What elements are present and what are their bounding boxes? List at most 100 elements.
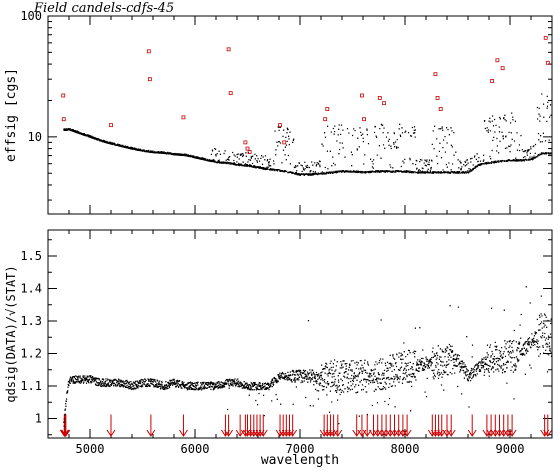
red-outlier-point [438, 107, 443, 111]
telluric-arrow [146, 414, 156, 437]
telluric-arrow [333, 414, 343, 437]
telluric-arrow [486, 414, 496, 437]
red-outlier-point [543, 35, 548, 40]
arrow-head [507, 429, 517, 437]
telluric-arrow [398, 414, 408, 437]
bottom-panel: 1 1.1 1.2 1.3 1.4 1.5 5000 6000 7000 8000 9000 qd… [4, 229, 553, 468]
telluric-arrow [390, 414, 399, 437]
telluric-arrow [543, 414, 553, 437]
telluric-arrows [59, 414, 553, 437]
bottom-plot-frame [47, 229, 553, 439]
chart-title: Field candels-cdfs-45 [33, 1, 174, 16]
arrow-head [258, 429, 268, 437]
arrow-head [442, 429, 452, 437]
arrow-head [499, 429, 509, 437]
top-plot-frame [47, 15, 553, 215]
red-outlier-point [362, 117, 366, 122]
arrow-head [490, 429, 500, 437]
red-outlier-point [245, 146, 250, 151]
y-tick-label: 1 [35, 412, 42, 426]
x-tick-label: 5000 [76, 442, 105, 456]
telluric-arrow [499, 414, 509, 437]
red-outlier-point [435, 96, 440, 100]
arrow-head [398, 429, 408, 437]
telluric-arrow [503, 414, 513, 437]
telluric-arrow [224, 414, 234, 437]
arrow-head [446, 429, 456, 437]
x-tick-label: 7000 [286, 442, 315, 456]
telluric-arrow [446, 414, 456, 437]
telluric-arrow [106, 414, 116, 437]
arrow-head [486, 429, 496, 437]
red-outlier-point [282, 140, 287, 145]
top-x-ticks [47, 16, 553, 214]
red-outlier-point [382, 101, 386, 106]
telluric-arrow [490, 414, 500, 437]
y-tick-label: 10 [28, 130, 42, 144]
bottom-data-points [63, 286, 553, 427]
red-outlier-point [500, 66, 505, 71]
y-tick-label: 1.2 [20, 347, 42, 361]
red-outlier-point [545, 60, 550, 65]
arrow-head [394, 429, 404, 437]
black-data-points [63, 93, 553, 177]
red-outlier-point [146, 49, 151, 54]
red-outlier-point [247, 150, 252, 154]
arrow-head [482, 429, 492, 437]
telluric-arrow [442, 414, 452, 437]
red-outlier-point [181, 115, 186, 120]
y-tick-label: 100 [20, 9, 42, 23]
telluric-arrow [369, 414, 378, 437]
red-outlier-point [490, 79, 495, 83]
telluric-arrow [507, 414, 517, 437]
red-outlier-point [243, 140, 248, 145]
telluric-arrow [362, 414, 372, 437]
red-outlier-point [377, 96, 382, 100]
y-tick-label: 1.5 [20, 249, 42, 263]
telluric-arrow [482, 414, 492, 437]
telluric-arrow [394, 414, 404, 437]
arrow-head [495, 429, 504, 437]
arrow-head [381, 429, 391, 437]
arrow-head [390, 429, 399, 437]
red-outlier-point [147, 77, 152, 82]
red-outlier-point [323, 117, 328, 122]
telluric-arrow [377, 414, 387, 437]
telluric-arrow [179, 414, 188, 437]
arrow-head [402, 429, 412, 437]
arrow-head [146, 429, 156, 437]
arrow-head [333, 429, 343, 437]
telluric-arrow [258, 414, 268, 437]
x-tick-label: 9000 [496, 442, 525, 456]
top-panel: 10 100 effsig [cgs] [4, 9, 553, 215]
arrow-head [385, 429, 395, 437]
x-tick-label: 8000 [391, 442, 420, 456]
red-outlier-point [433, 72, 438, 77]
arrow-head [329, 429, 339, 437]
red-outlier-point [226, 47, 231, 52]
arrow-head [224, 429, 234, 437]
arrow-head [467, 429, 477, 437]
x-axis-label: wavelength [261, 453, 339, 468]
red-outlier-point [109, 123, 113, 128]
top-y-axis-label: effsig [cgs] [4, 68, 19, 162]
bottom-x-ticks: 5000 6000 7000 8000 9000 [47, 230, 553, 456]
x-tick-label: 6000 [181, 442, 210, 456]
top-data-points [61, 35, 553, 177]
red-outlier-point [325, 107, 330, 111]
red-outlier-point [495, 58, 500, 63]
bottom-y-ticks: 1 1.1 1.2 1.3 1.4 1.5 [20, 239, 552, 436]
telluric-arrow [61, 414, 71, 437]
y-tick-label: 1.4 [20, 282, 42, 296]
arrow-head [106, 429, 116, 437]
telluric-arrow [467, 414, 477, 437]
telluric-arrow [402, 414, 412, 437]
black-data-points [63, 286, 553, 427]
arrow-head [373, 429, 383, 437]
top-y-ticks: 10 100 [20, 9, 552, 201]
arrow-head [288, 429, 298, 437]
red-outlier-point [228, 91, 233, 96]
arrow-head [503, 429, 513, 437]
y-tick-label: 1.3 [20, 314, 42, 328]
